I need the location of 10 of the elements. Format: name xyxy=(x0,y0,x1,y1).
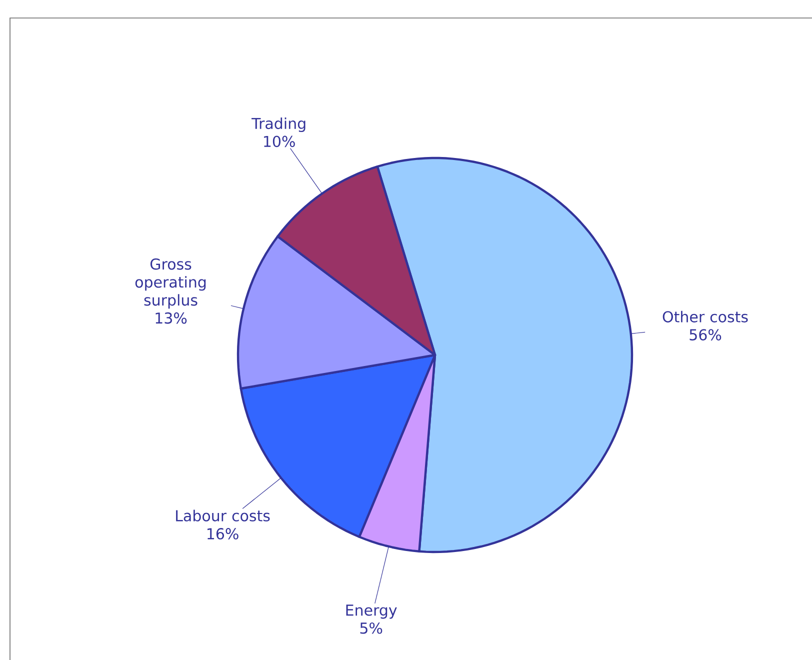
slice-label: Labour costs xyxy=(176,510,270,522)
slice-label: Gross operating surplus xyxy=(135,258,206,309)
data-label: 16% xyxy=(208,528,238,540)
slice-label: Other costs xyxy=(662,310,748,322)
data-label: 56% xyxy=(690,329,722,340)
slice-label: Energy xyxy=(346,604,397,619)
slice-label: Trading xyxy=(252,118,306,132)
data-label: 13% xyxy=(156,312,187,324)
data-label: 5% xyxy=(360,622,382,634)
data-label: 10% xyxy=(264,136,295,148)
